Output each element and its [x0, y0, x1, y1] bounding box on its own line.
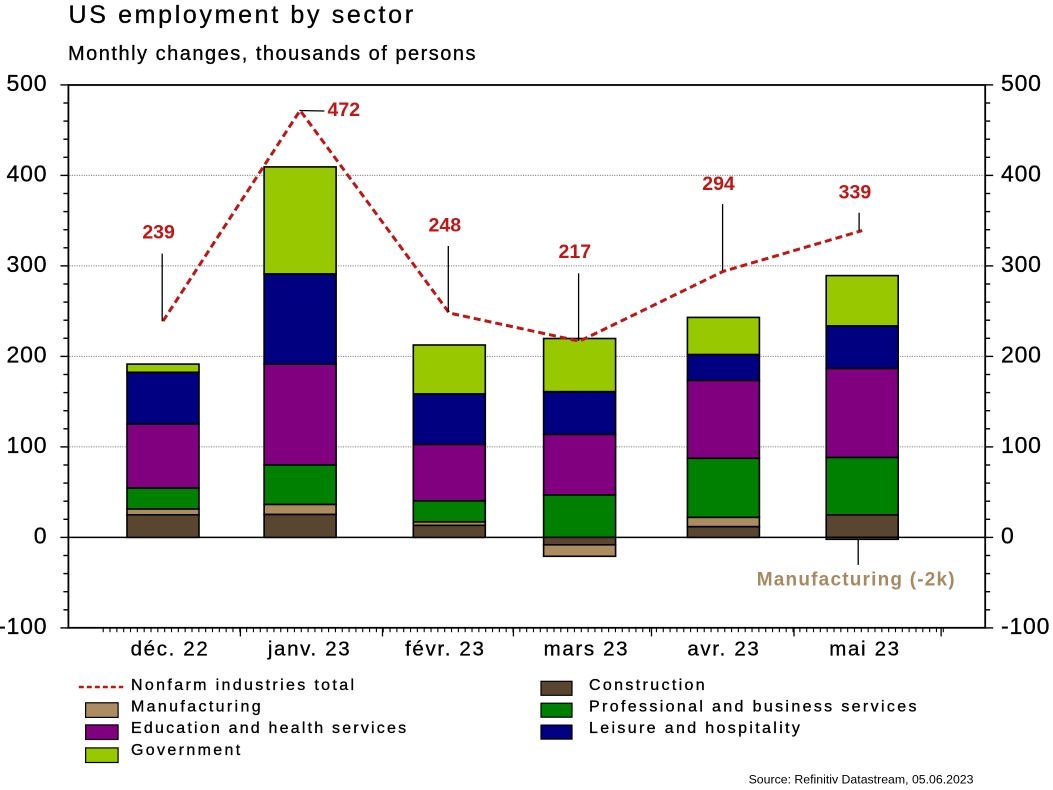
svg-text:239: 239 — [142, 222, 175, 244]
svg-text:Nonfarm industries total: Nonfarm industries total — [131, 677, 356, 694]
svg-text:Leisure and hospitality: Leisure and hospitality — [589, 720, 802, 737]
svg-text:-100: -100 — [0, 613, 47, 639]
svg-text:100: 100 — [7, 432, 48, 458]
svg-text:mars 23: mars 23 — [544, 638, 630, 661]
svg-text:294: 294 — [702, 173, 735, 195]
svg-text:Manufacturing (-2k): Manufacturing (-2k) — [757, 570, 956, 591]
svg-text:Monthly changes, thousands of: Monthly changes, thousands of persons — [68, 43, 477, 65]
svg-text:300: 300 — [7, 251, 48, 277]
svg-text:400: 400 — [1001, 161, 1042, 187]
svg-text:200: 200 — [1001, 342, 1042, 368]
svg-text:500: 500 — [1001, 70, 1042, 96]
svg-text:Professional and business serv: Professional and business services — [589, 699, 919, 716]
svg-text:500: 500 — [7, 70, 48, 96]
svg-text:300: 300 — [1001, 251, 1042, 277]
svg-text:mai 23: mai 23 — [829, 638, 900, 661]
svg-text:0: 0 — [34, 523, 48, 549]
svg-text:Education and health services: Education and health services — [131, 720, 408, 737]
svg-text:339: 339 — [839, 181, 872, 203]
svg-text:janv. 23: janv. 23 — [267, 638, 351, 661]
svg-text:-100: -100 — [1001, 613, 1050, 639]
svg-text:avr. 23: avr. 23 — [687, 638, 760, 661]
svg-text:Source: Refinitiv Datastream,: Source: Refinitiv Datastream, 05.06.2023 — [749, 773, 974, 787]
svg-text:Manufacturing: Manufacturing — [131, 699, 263, 716]
svg-text:248: 248 — [429, 215, 462, 237]
svg-text:0: 0 — [1001, 523, 1015, 549]
svg-text:217: 217 — [559, 241, 592, 263]
svg-text:472: 472 — [328, 99, 361, 121]
svg-text:US employment by sector: US employment by sector — [69, 1, 416, 29]
svg-text:400: 400 — [7, 161, 48, 187]
svg-text:100: 100 — [1001, 432, 1042, 458]
svg-text:Government: Government — [131, 742, 243, 759]
svg-text:févr. 23: févr. 23 — [405, 638, 485, 661]
svg-text:200: 200 — [7, 342, 48, 368]
svg-text:déc. 22: déc. 22 — [131, 638, 210, 661]
svg-text:Construction: Construction — [589, 677, 707, 694]
